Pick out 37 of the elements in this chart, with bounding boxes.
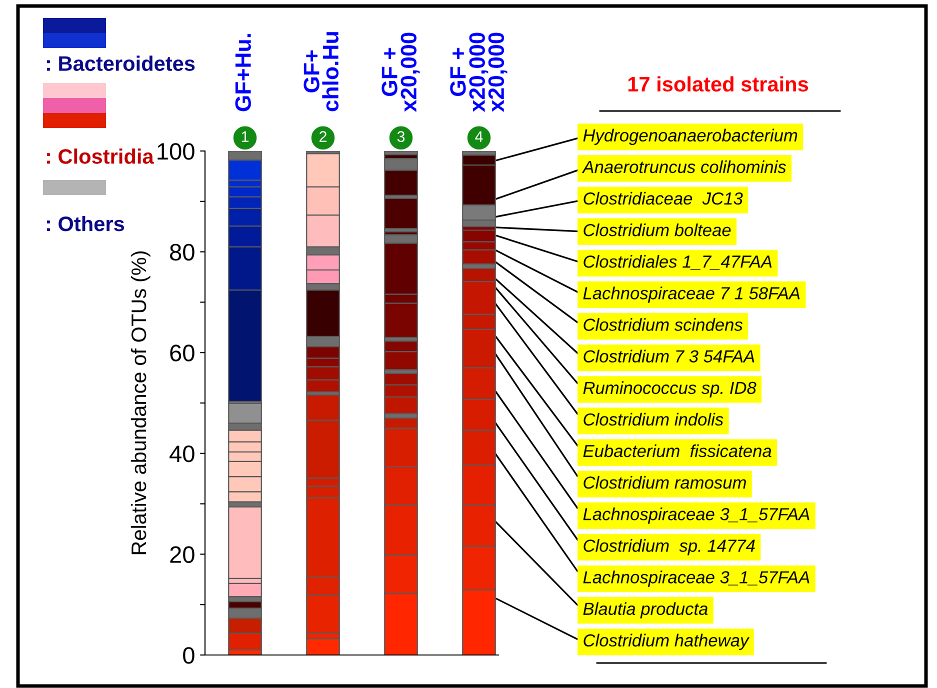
text: 4 xyxy=(475,131,483,142)
annotation: Clostridium hatheway xyxy=(584,634,750,650)
x-tick-label: GF+Hu. xyxy=(235,34,251,112)
annotation: Blautia producta xyxy=(583,602,708,618)
y-tick-label: 0 xyxy=(183,647,194,664)
bar xyxy=(384,198,418,230)
y-tick-label: 80 xyxy=(170,244,194,261)
x-tick-label: GF+ chlo.Hu xyxy=(304,32,339,112)
y-tick-label: 40 xyxy=(170,445,194,462)
y-tick-label: 100 xyxy=(158,143,194,160)
annotation: Lachnospiraceae 3_1_57FAA xyxy=(583,570,810,587)
y-axis-title: Relative abundance of OTUs (%) xyxy=(130,251,150,554)
text: 3 xyxy=(397,131,405,142)
annotation: Clostridium indolis xyxy=(584,412,724,426)
annotation: Anaerotruncus colihominis xyxy=(582,160,786,174)
annotation: Clostridium sp. 14774 xyxy=(584,539,755,556)
bar xyxy=(306,638,340,655)
annotation: Clostridium 7 3 54FAA xyxy=(584,350,754,362)
annotation: Clostridiales 1_7_47FAA xyxy=(584,255,772,270)
x-tick-label: GF + x20,000 xyxy=(382,32,420,112)
annotation: Eubacterium fissicatena xyxy=(583,444,772,458)
text: : Bacteroidetes xyxy=(47,56,195,71)
annotation: Clostridium bolteae xyxy=(584,223,731,236)
annotation: Clostridium scindens xyxy=(584,318,743,331)
y-tick-label: 20 xyxy=(170,546,194,563)
annotation: Clostridium ramosum xyxy=(584,476,746,489)
annotation: Hydrogenoanaerobacterium xyxy=(583,128,798,145)
text: : Others xyxy=(47,216,124,232)
text: 2 xyxy=(320,131,326,142)
annotation: Ruminococcus sp. ID8 xyxy=(583,381,756,398)
annotation: Lachnospiraceae 3_1_57FAA xyxy=(583,508,810,524)
text: 17 isolated strains xyxy=(628,76,808,92)
annotation: Lachnospiraceae 7 1 58FAA xyxy=(583,286,800,303)
text: : Clostridia xyxy=(47,148,154,164)
text: 1 xyxy=(242,131,249,142)
y-tick-label: 60 xyxy=(170,344,194,362)
annotation: Clostridiaceae JC13 xyxy=(584,192,743,205)
